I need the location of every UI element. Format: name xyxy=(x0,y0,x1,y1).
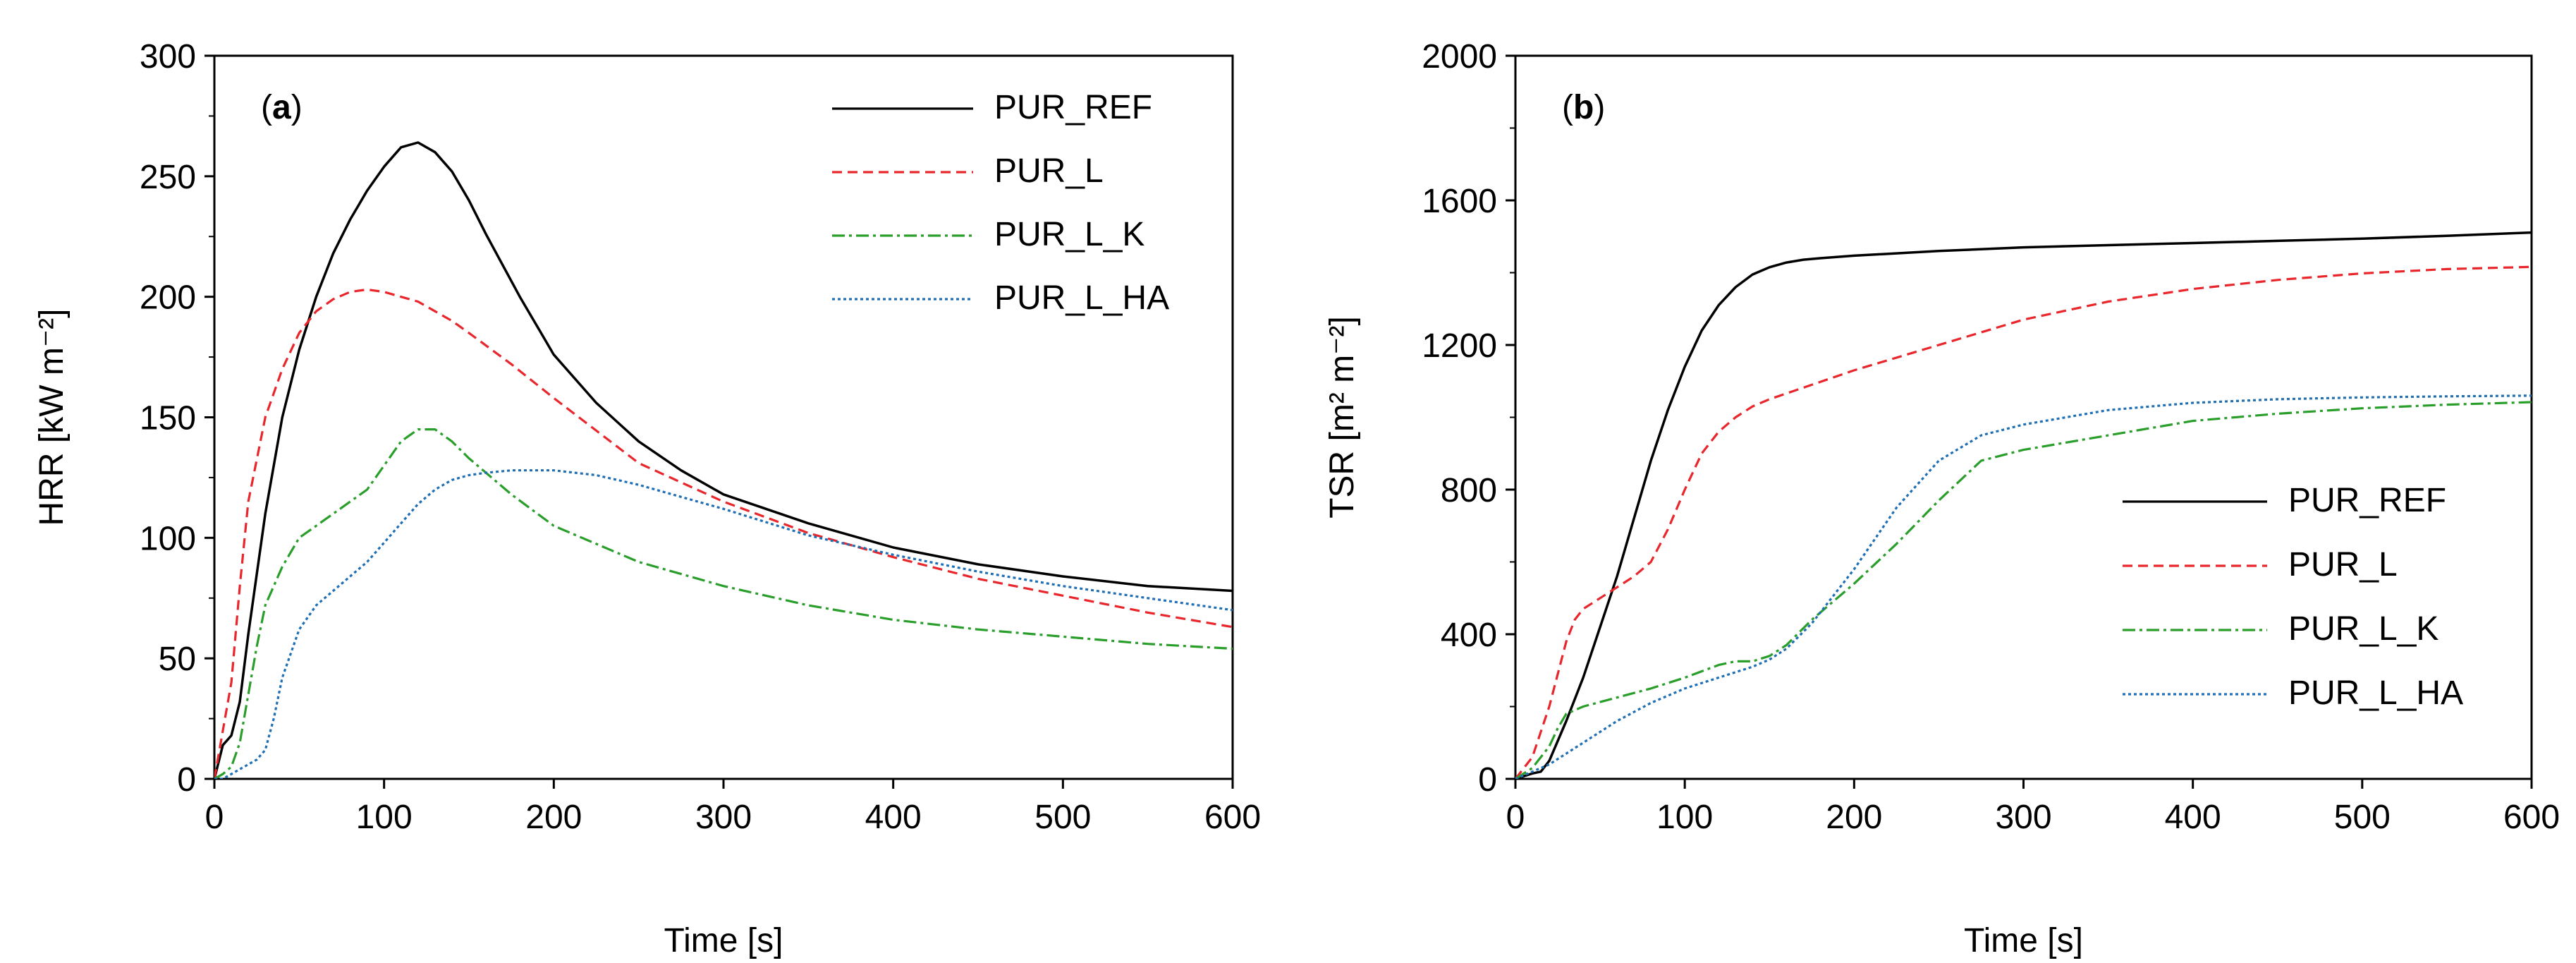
y-tick-label: 250 xyxy=(140,159,196,196)
x-tick-label: 200 xyxy=(525,799,582,836)
x-tick-label: 600 xyxy=(2503,799,2560,836)
y-tick-label: 0 xyxy=(177,761,196,799)
y-tick-label: 200 xyxy=(140,279,196,317)
legend-label: PUR_REF xyxy=(994,89,1152,126)
panel-letter: b xyxy=(1573,89,1594,126)
series-line-pur-l-k xyxy=(1515,401,2532,779)
y-tick-label: 800 xyxy=(1441,472,1497,509)
x-tick-label: 300 xyxy=(1995,799,2051,836)
plot-frame xyxy=(1514,54,2533,780)
legend: PUR_REF PUR_L PUR_L_K PUR_L_HA xyxy=(832,89,1169,317)
legend-label: PUR_L xyxy=(994,152,1104,190)
series-line-pur-l-ha xyxy=(214,469,1233,779)
x-tick-label: 200 xyxy=(1826,799,1882,836)
legend-label: PUR_L_K xyxy=(2288,610,2438,648)
y-tick-label: 100 xyxy=(140,520,196,557)
series-line-pur-l xyxy=(214,288,1233,779)
series-line-pur-ref xyxy=(1515,231,2532,779)
legend-label: PUR_REF xyxy=(2288,482,2446,519)
x-axis-label: Time [s] xyxy=(664,922,783,959)
legend-label: PUR_L xyxy=(2288,546,2398,583)
x-tick-label: 100 xyxy=(356,799,413,836)
panel-letter: a xyxy=(272,89,291,126)
x-tick-label: 600 xyxy=(1204,799,1261,836)
x-axis-label: Time [s] xyxy=(1964,922,2083,959)
series-line-pur-ref xyxy=(214,141,1233,779)
y-tick-label: 0 xyxy=(1478,761,1497,799)
x-tick-label: 400 xyxy=(865,799,922,836)
y-tick-label: 1200 xyxy=(1422,327,1497,365)
legend-label: PUR_L_HA xyxy=(994,279,1169,317)
x-tick-label: 500 xyxy=(2334,799,2391,836)
legend: PUR_REF PUR_L PUR_L_K PUR_L_HA xyxy=(2123,482,2463,712)
series-line-pur-l xyxy=(1515,265,2532,779)
panel-label: (a) xyxy=(261,89,303,126)
y-tick-label: 50 xyxy=(159,641,196,678)
x-tick-label: 0 xyxy=(1506,799,1525,836)
y-tick-label: 2000 xyxy=(1422,38,1497,75)
y-tick-label: 150 xyxy=(140,400,196,437)
y-axis-label: TSR [m² m⁻²] xyxy=(1324,316,1361,519)
legend-label: PUR_L_HA xyxy=(2288,674,2463,712)
x-tick-label: 400 xyxy=(2165,799,2221,836)
y-tick-label: 400 xyxy=(1441,617,1497,654)
y-tick-label: 1600 xyxy=(1422,183,1497,220)
series-line-pur-l-ha xyxy=(1515,394,2532,779)
x-tick-label: 500 xyxy=(1034,799,1091,836)
panel-b-tsr-chart: 0 100 200 300 400 500 600 0 400 800 1200 1600 2000 Ti… xyxy=(1324,38,2560,959)
y-axis-label: HRR [kW m⁻²] xyxy=(33,309,71,526)
legend-label: PUR_L_K xyxy=(994,216,1144,253)
y-tick-label: 300 xyxy=(140,38,196,75)
panel-label: (b) xyxy=(1562,89,1605,126)
x-tick-label: 100 xyxy=(1656,799,1713,836)
series-line-pur-l-k xyxy=(214,428,1233,779)
x-tick-label: 0 xyxy=(205,799,224,836)
panel-a-hrr-chart: 0 100 200 300 400 500 600 0 50 100 150 200 250 300 Tim… xyxy=(33,38,1261,959)
x-tick-label: 300 xyxy=(695,799,752,836)
